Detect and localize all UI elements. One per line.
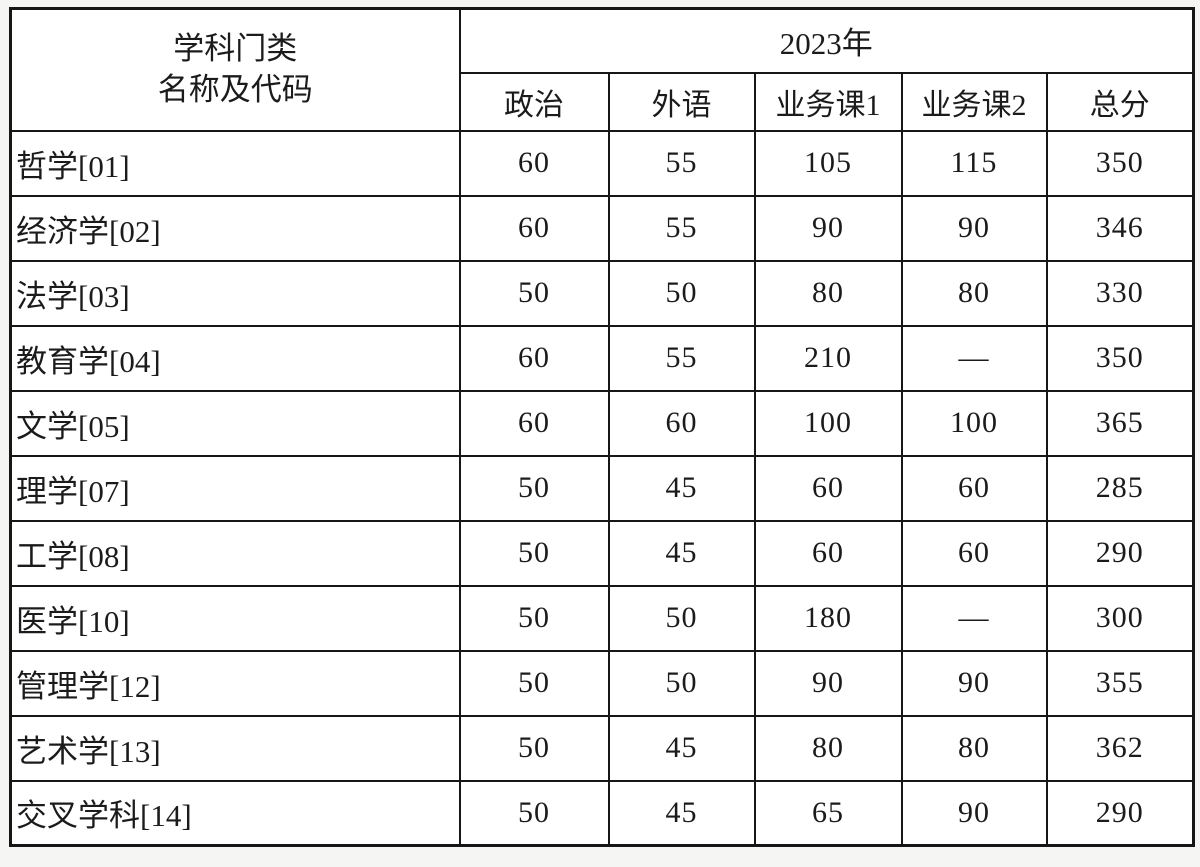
table-row: 艺术学[13] 50 45 80 80 362: [9, 714, 1195, 782]
score-cell: 290: [1045, 519, 1195, 587]
score-cell: 50: [458, 454, 610, 522]
row-label: 理学[07]: [9, 454, 461, 522]
score-cell: 45: [607, 779, 756, 847]
column-header-foreign-language: 外语: [607, 71, 756, 132]
score-cell: 90: [900, 649, 1048, 717]
score-cell: 90: [900, 194, 1048, 262]
score-cell: 50: [458, 779, 610, 847]
table-row: 哲学[01] 60 55 105 115 350: [9, 129, 1195, 197]
score-cell: 180: [753, 584, 903, 652]
table-row: 管理学[12] 50 50 90 90 355: [9, 649, 1195, 717]
column-header-politics: 政治: [458, 71, 610, 132]
score-cell: 330: [1045, 259, 1195, 327]
score-cell: 60: [458, 389, 610, 457]
score-cell: 100: [753, 389, 903, 457]
score-cell: 80: [753, 259, 903, 327]
score-cell: 45: [607, 714, 756, 782]
score-cell: 60: [753, 454, 903, 522]
table-row: 教育学[04] 60 55 210 — 350: [9, 324, 1195, 392]
score-cell: 55: [607, 324, 756, 392]
table-row: 工学[08] 50 45 60 60 290: [9, 519, 1195, 587]
score-cell: 60: [900, 519, 1048, 587]
score-cell: 45: [607, 519, 756, 587]
score-cell: 80: [900, 259, 1048, 327]
score-cell: 80: [900, 714, 1048, 782]
table-row: 经济学[02] 60 55 90 90 346: [9, 194, 1195, 262]
row-label: 工学[08]: [9, 519, 461, 587]
table-row: 法学[03] 50 50 80 80 330: [9, 259, 1195, 327]
score-cell: 50: [458, 714, 610, 782]
score-cell: 60: [458, 129, 610, 197]
score-cell: 290: [1045, 779, 1195, 847]
row-label: 哲学[01]: [9, 129, 461, 197]
row-label: 经济学[02]: [9, 194, 461, 262]
score-cell: 90: [753, 194, 903, 262]
score-cell: 65: [753, 779, 903, 847]
score-cell: 362: [1045, 714, 1195, 782]
score-cell: 285: [1045, 454, 1195, 522]
score-cell: 100: [900, 389, 1048, 457]
row-label: 交叉学科[14]: [9, 779, 461, 847]
corner-header-line1: 学科门类: [173, 30, 298, 66]
score-cell: 55: [607, 194, 756, 262]
score-cell: 60: [607, 389, 756, 457]
score-cell: 346: [1045, 194, 1195, 262]
table-row: 文学[05] 60 60 100 100 365: [9, 389, 1195, 457]
score-cell: 80: [753, 714, 903, 782]
score-cell: 50: [458, 584, 610, 652]
score-cell: —: [900, 584, 1048, 652]
score-cell: 60: [753, 519, 903, 587]
score-cell: 210: [753, 324, 903, 392]
score-cell: 300: [1045, 584, 1195, 652]
row-label: 文学[05]: [9, 389, 461, 457]
row-label: 教育学[04]: [9, 324, 461, 392]
column-header-total: 总分: [1045, 71, 1195, 132]
score-cell: 50: [607, 259, 756, 327]
score-cell: 350: [1045, 129, 1195, 197]
corner-header-line2: 名称及代码: [157, 71, 313, 107]
row-label: 管理学[12]: [9, 649, 461, 717]
score-cell: 355: [1045, 649, 1195, 717]
score-cell: 60: [900, 454, 1048, 522]
score-cell: 115: [900, 129, 1048, 197]
score-cell: 365: [1045, 389, 1195, 457]
table-row: 交叉学科[14] 50 45 65 90 290: [9, 779, 1195, 847]
score-cell: 105: [753, 129, 903, 197]
score-cell: —: [900, 324, 1048, 392]
score-cell: 50: [607, 649, 756, 717]
score-cell: 50: [458, 649, 610, 717]
column-header-course2: 业务课2: [900, 71, 1048, 132]
row-label: 医学[10]: [9, 584, 461, 652]
score-cell: 55: [607, 129, 756, 197]
score-cell: 90: [900, 779, 1048, 847]
row-label: 艺术学[13]: [9, 714, 461, 782]
score-cell: 350: [1045, 324, 1195, 392]
score-cell: 90: [753, 649, 903, 717]
year-header: 2023年: [458, 7, 1195, 74]
table-row: 理学[07] 50 45 60 60 285: [9, 454, 1195, 522]
header-row-subjects: 政治 外语 业务课1 业务课2 总分: [11, 71, 1195, 132]
score-cell: 60: [458, 324, 610, 392]
score-cell: 50: [607, 584, 756, 652]
column-header-course1: 业务课1: [753, 71, 903, 132]
score-cell: 50: [458, 259, 610, 327]
score-cell: 60: [458, 194, 610, 262]
row-label: 法学[03]: [9, 259, 461, 327]
table-row: 医学[10] 50 50 180 — 300: [9, 584, 1195, 652]
admission-score-table: 学科门类 名称及代码 2023年 政治 外语 业务课1 业务课2 总分 哲学[0…: [9, 7, 1196, 847]
corner-header-discipline: 学科门类 名称及代码: [9, 7, 461, 132]
score-cell: 50: [458, 519, 610, 587]
score-cell: 45: [607, 454, 756, 522]
header-row-year: 学科门类 名称及代码 2023年: [9, 7, 1195, 132]
